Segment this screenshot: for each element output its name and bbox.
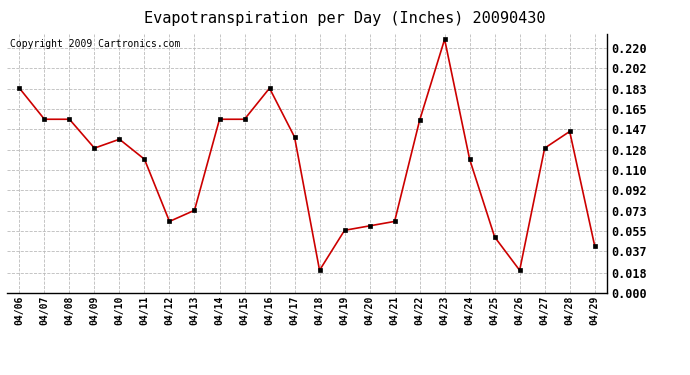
Text: Evapotranspiration per Day (Inches) 20090430: Evapotranspiration per Day (Inches) 2009… xyxy=(144,11,546,26)
Text: Copyright 2009 Cartronics.com: Copyright 2009 Cartronics.com xyxy=(10,39,180,49)
